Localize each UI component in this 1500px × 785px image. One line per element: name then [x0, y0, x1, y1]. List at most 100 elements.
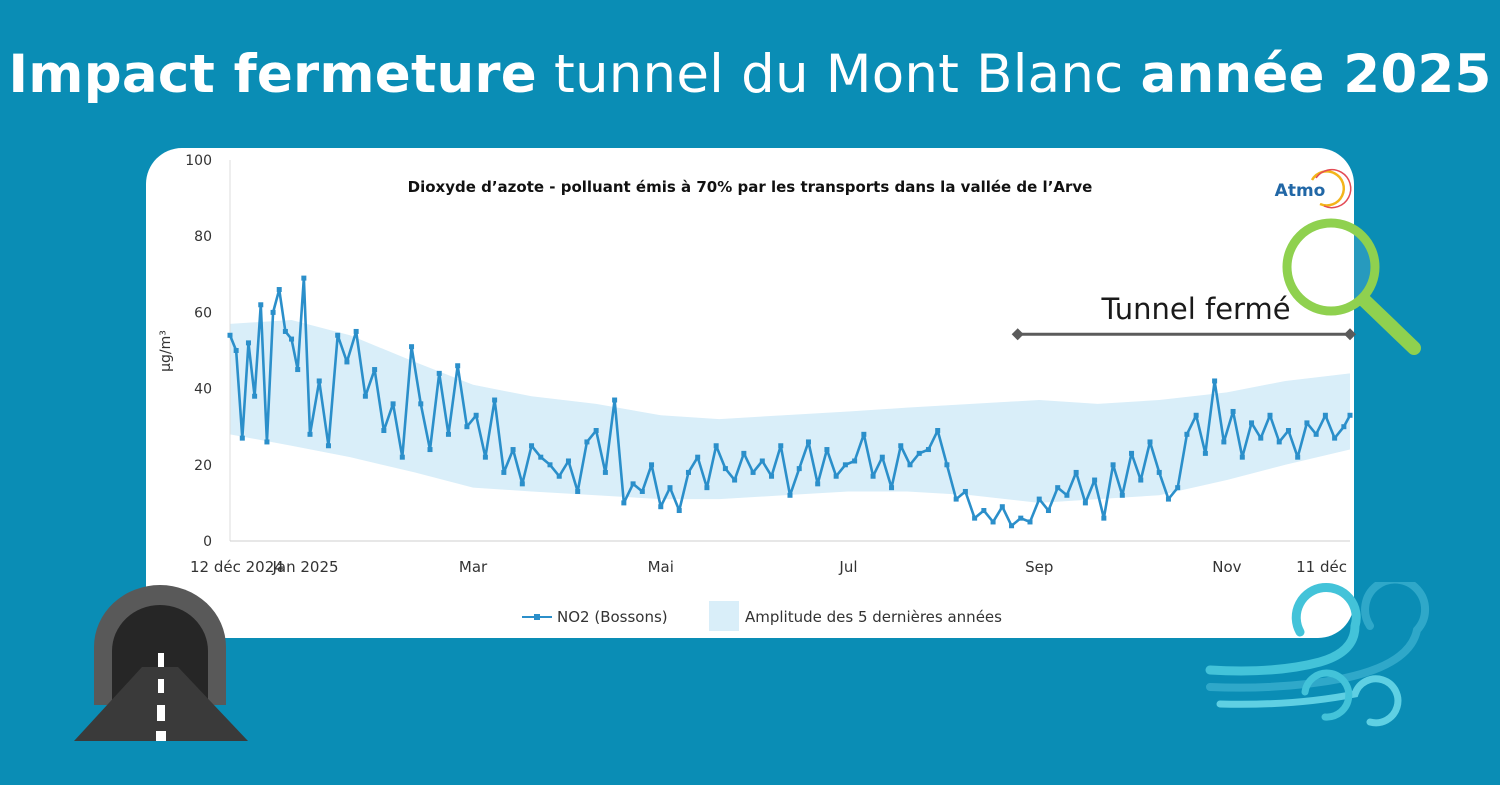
no2-point [276, 287, 282, 293]
no2-point [245, 340, 251, 346]
no2-point [981, 508, 987, 514]
no2-point [1073, 469, 1079, 475]
annotation-left-marker [1011, 328, 1024, 341]
x-tick-label: Jan 2025 [271, 558, 338, 576]
page-headline: Impact fermeture tunnel du Mont Blanc an… [0, 44, 1500, 105]
no2-point [778, 443, 784, 449]
no2-point [1267, 412, 1273, 418]
no2-point [501, 469, 507, 475]
no2-point [953, 496, 959, 502]
atmo-logo: Atmo [1275, 168, 1352, 209]
y-tick-label: 100 [185, 153, 212, 169]
no2-point [713, 443, 719, 449]
headline-bold-part-2: année 2025 [1140, 44, 1492, 105]
x-tick-label: Nov [1212, 558, 1241, 576]
x-tick-label: Sep [1025, 558, 1053, 576]
no2-point [1036, 496, 1042, 502]
no2-point [685, 469, 691, 475]
legend-item-no2: NO2 (Bossons) [522, 608, 668, 626]
no2-point [1304, 420, 1310, 426]
no2-point [584, 439, 590, 445]
no2-point [575, 488, 581, 494]
no2-point [1138, 477, 1144, 483]
no2-point [916, 450, 922, 456]
no2-point [1202, 450, 1208, 456]
no2-point [1221, 439, 1227, 445]
no2-point [658, 504, 664, 510]
tunnel-icon [74, 585, 248, 741]
no2-point [1258, 435, 1264, 441]
no2-point [1230, 408, 1236, 414]
chart-legend: NO2 (Bossons) Amplitude des 5 dernières … [522, 601, 1002, 631]
headline-light-part: tunnel du Mont Blanc [536, 44, 1141, 105]
legend-marker-swatch [534, 614, 540, 620]
no2-point [239, 435, 245, 441]
no2-point [335, 332, 341, 338]
no2-point [999, 504, 1005, 510]
no2-point [372, 367, 378, 373]
no2-point [282, 328, 288, 334]
y-tick-label: 40 [194, 382, 212, 398]
no2-point [295, 367, 301, 373]
no2-point [972, 515, 978, 521]
no2-point [399, 454, 405, 460]
no2-point [695, 454, 701, 460]
legend-label-no2: NO2 (Bossons) [557, 608, 668, 626]
no2-point [1045, 508, 1051, 514]
no2-point [344, 359, 350, 365]
x-tick-label: Jul [838, 558, 857, 576]
no2-point [1119, 492, 1125, 498]
no2-point [612, 397, 618, 403]
no2-point [227, 332, 233, 338]
no2-point [907, 462, 913, 468]
no2-point [1175, 485, 1181, 491]
no2-point [445, 431, 451, 437]
no2-point [1129, 450, 1135, 456]
no2-point [676, 508, 682, 514]
no2-point [889, 485, 895, 491]
y-tick-label: 60 [194, 305, 212, 321]
x-tick-label: 11 déc [1296, 558, 1347, 576]
no2-point [704, 485, 710, 491]
no2-point [1147, 439, 1153, 445]
no2-point [1156, 469, 1162, 475]
no2-point [824, 447, 830, 453]
no2-point [1249, 420, 1255, 426]
no2-point [565, 458, 571, 464]
no2-point [1110, 462, 1116, 468]
no2-point [492, 397, 498, 403]
no2-point [815, 481, 821, 487]
no2-point [1055, 485, 1061, 491]
legend-item-band: Amplitude des 5 dernières années [709, 601, 1002, 631]
legend-band-swatch [709, 601, 739, 631]
no2-point [796, 466, 802, 472]
no2-point [1101, 515, 1107, 521]
no2-point [750, 469, 756, 475]
no2-point [769, 473, 775, 479]
no2-point [455, 363, 461, 369]
no2-point [649, 462, 655, 468]
no2-point [935, 428, 941, 434]
no2-point [1347, 412, 1353, 418]
no2-point [316, 378, 322, 384]
no2-point [1184, 431, 1190, 437]
no2-point [519, 481, 525, 487]
no2-point [233, 348, 239, 353]
no2-point [925, 447, 931, 453]
no2-point [556, 473, 562, 479]
no2-point [898, 443, 904, 449]
no2-point [1239, 454, 1245, 460]
no2-point [510, 447, 516, 453]
no2-point [289, 336, 295, 342]
y-tick-label: 0 [203, 534, 212, 550]
no2-point [870, 473, 876, 479]
no2-point [962, 488, 968, 494]
x-tick-label: Mar [459, 558, 488, 576]
no2-point [473, 412, 479, 418]
no2-point [547, 462, 553, 468]
chart-title: Dioxyde d’azote - polluant émis à 70% pa… [408, 178, 1093, 196]
no2-point [252, 393, 258, 399]
annotation-right-marker [1344, 328, 1356, 341]
marker-layer [227, 275, 1353, 529]
